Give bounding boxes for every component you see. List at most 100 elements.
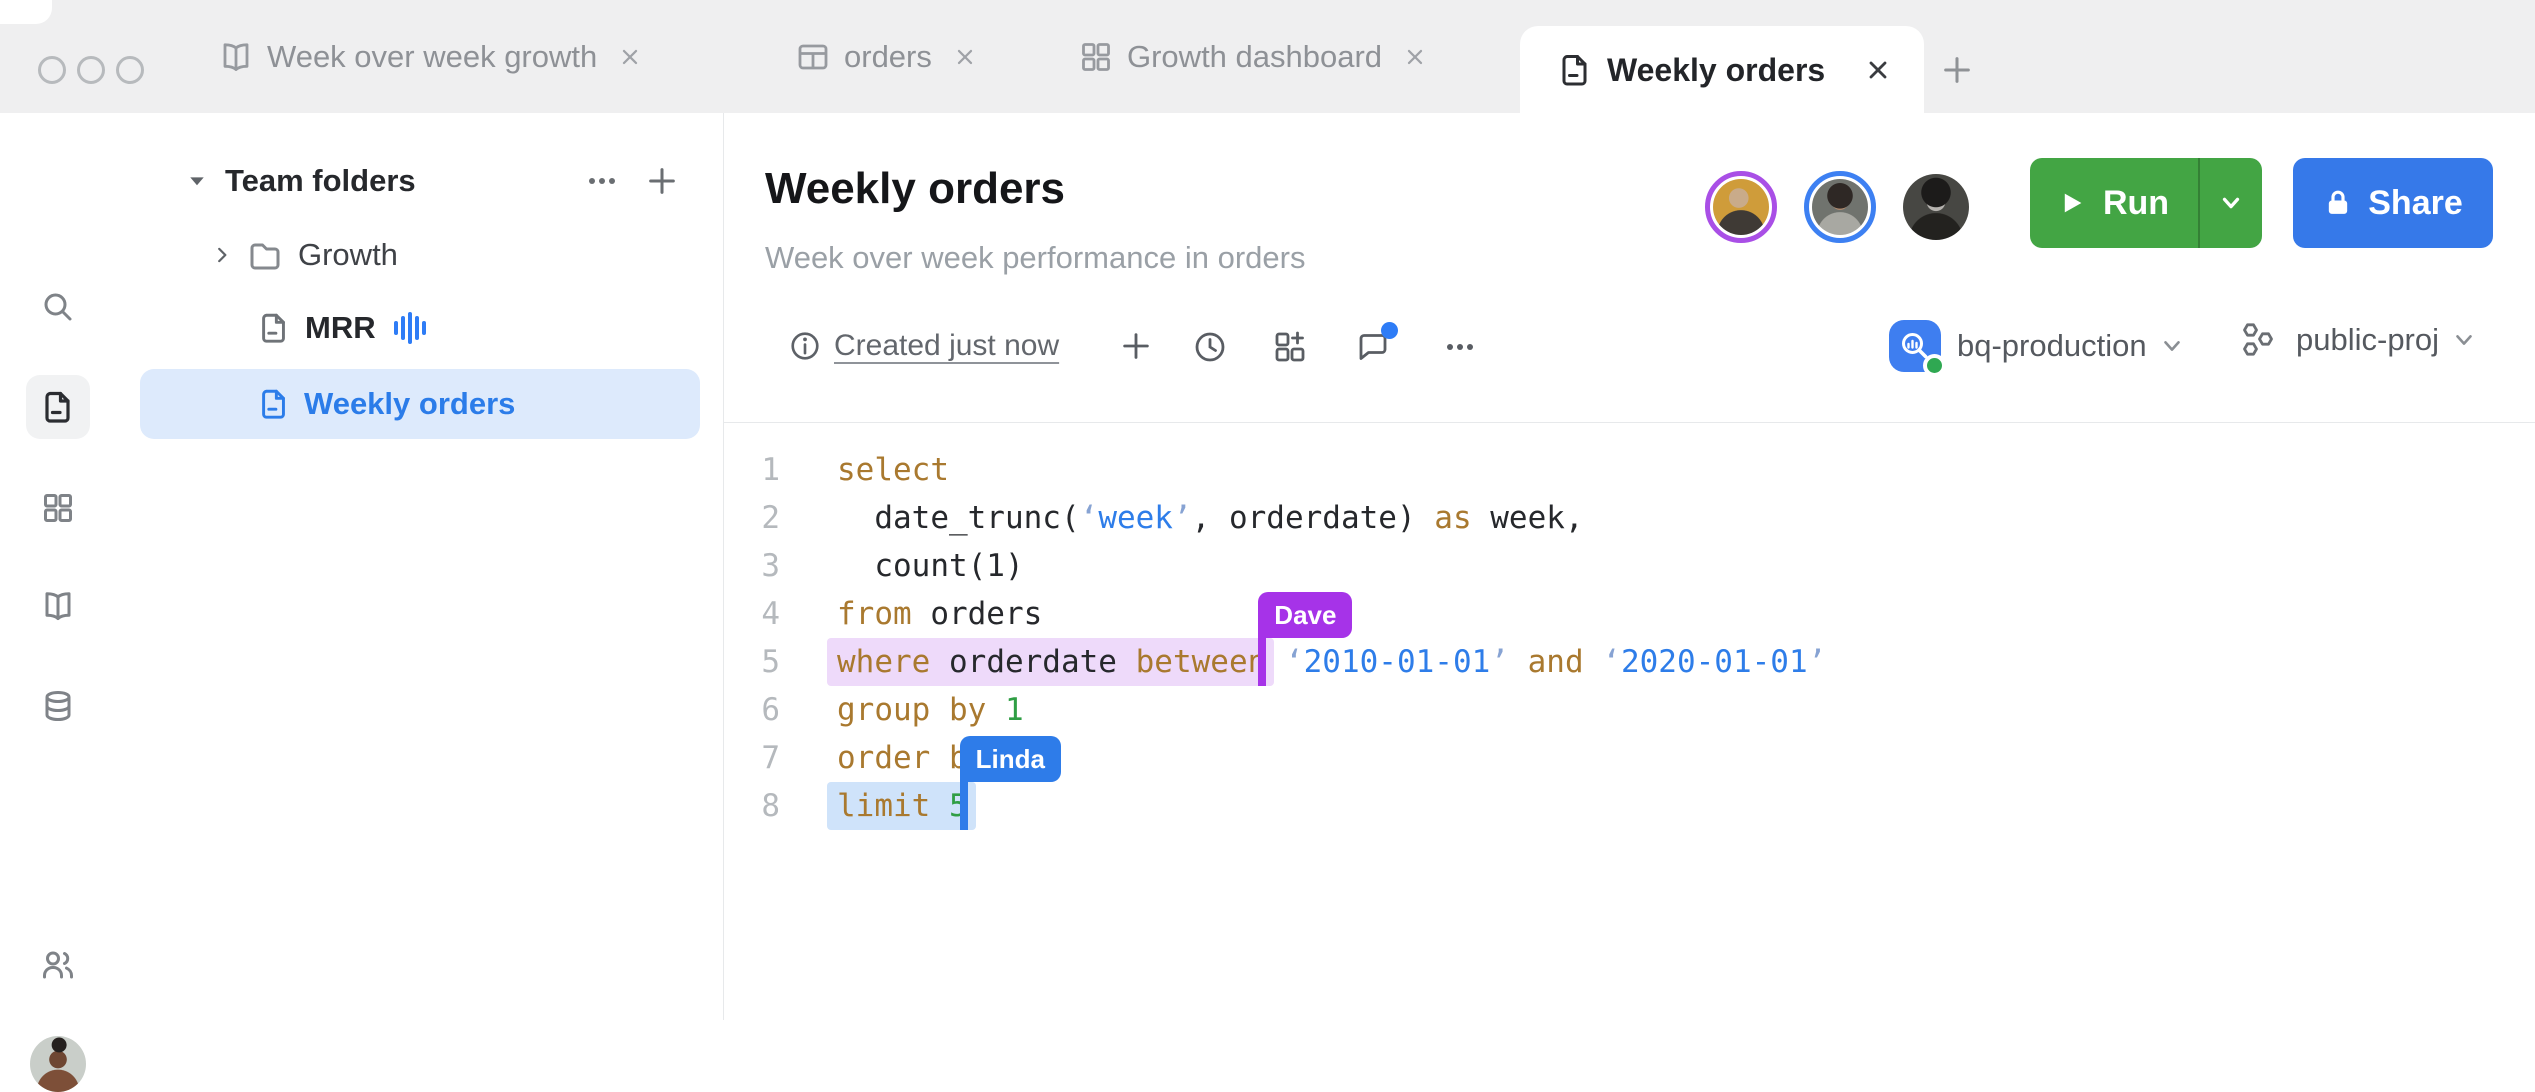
avatar-dave[interactable] [1705, 171, 1777, 243]
code-line: 3 count(1) [723, 542, 2535, 590]
code-line: 4 from orders [723, 590, 2535, 638]
window-corner-notch [0, 0, 52, 24]
add-cell-button[interactable] [1119, 329, 1153, 363]
close-icon[interactable] [618, 45, 642, 69]
toolbar-divider [724, 422, 2535, 423]
code-line: 2 date_trunc(‘week’, orderdate) as week, [723, 494, 2535, 542]
tab-orders[interactable]: orders [795, 0, 977, 113]
window-control-minimize[interactable] [77, 56, 105, 84]
tree-add-button[interactable] [645, 164, 679, 198]
chevron-down-icon [2222, 197, 2240, 209]
document-icon [45, 391, 70, 423]
warehouse-picker[interactable]: bq-production [1889, 320, 2185, 377]
tree-item-growth[interactable]: Growth [212, 229, 398, 281]
document-icon [257, 311, 291, 345]
line-number: 3 [761, 548, 780, 584]
avatar-collaborator[interactable] [1903, 174, 1969, 240]
run-split-divider [2198, 158, 2200, 248]
project-picker[interactable]: public-proj [2238, 320, 2477, 360]
selection-dave: where orderdate between [827, 638, 1275, 686]
tab-bar: Week over week growth orders Growth dash… [0, 0, 2535, 114]
plus-icon [1123, 333, 1149, 359]
dashboard-grid-icon [1078, 39, 1114, 75]
user-avatar[interactable] [30, 1036, 86, 1092]
members-people-icon[interactable] [40, 947, 76, 983]
folder-icon [247, 237, 283, 273]
info-icon [788, 329, 822, 363]
line-number: 6 [761, 692, 780, 728]
panel-divider [723, 113, 724, 1020]
window-control-maximize[interactable] [116, 56, 144, 84]
ellipsis-icon [589, 178, 615, 184]
database-icon[interactable] [40, 688, 76, 724]
window-control-close[interactable] [38, 56, 66, 84]
tab-label: orders [844, 38, 932, 74]
tree-item-label: Growth [298, 237, 398, 272]
new-tab-button[interactable] [1940, 53, 1974, 87]
collab-cursor-label-dave: Dave [1258, 592, 1353, 638]
sidebar-item-documents[interactable] [26, 375, 90, 439]
code-line: 6 group by 1 [723, 686, 2535, 734]
line-number: 7 [761, 740, 780, 776]
book-icon [218, 39, 254, 75]
tree-item-label: MRR [305, 310, 376, 345]
comments-button[interactable] [1355, 322, 1398, 365]
ellipsis-icon [1447, 344, 1473, 350]
tab-growth-dashboard[interactable]: Growth dashboard [1078, 0, 1427, 113]
tree-header-label: Team folders [225, 163, 416, 198]
bigquery-connection-icon [1889, 320, 1946, 377]
close-icon[interactable] [1403, 45, 1427, 69]
share-button[interactable]: Share [2293, 158, 2493, 248]
created-status[interactable]: Created just now [788, 329, 1059, 363]
add-to-dashboard-button[interactable] [1272, 329, 1308, 365]
line-number: 1 [761, 452, 780, 488]
connection-status-dot [1923, 354, 1946, 377]
line-number: 5 [761, 644, 780, 680]
close-icon[interactable] [1864, 56, 1892, 84]
run-button-group: Run [2030, 158, 2262, 248]
collab-cursor-label-linda: Linda [959, 736, 1062, 782]
cursor-linda: Linda [959, 736, 1062, 830]
notification-dot [1381, 322, 1398, 339]
caret-down-icon[interactable] [186, 170, 208, 192]
page-subtitle: Week over week performance in orders [765, 240, 1306, 275]
tab-label: Week over week growth [267, 38, 598, 74]
lock-icon [2329, 190, 2348, 214]
tree-item-weekly-orders-selected[interactable]: Weekly orders [140, 369, 700, 439]
tree-item-mrr[interactable]: MRR [257, 302, 430, 354]
search-icon[interactable] [40, 289, 76, 325]
close-icon[interactable] [953, 45, 977, 69]
selection-linda: limit 5 [827, 782, 976, 830]
project-hexagons-icon [2238, 320, 2278, 360]
cursor-dave: Dave [1258, 592, 1353, 686]
code-line: 1 select [723, 446, 2535, 494]
tree-more-button[interactable] [584, 163, 620, 199]
history-button[interactable] [1192, 329, 1228, 365]
avatar-linda[interactable] [1804, 171, 1876, 243]
tree-item-label: Weekly orders [304, 386, 516, 421]
sql-editor[interactable]: 1 select 2 date_trunc(‘week’, orderdate)… [723, 446, 2535, 830]
document-icon [1557, 52, 1593, 88]
tab-week-over-week-growth[interactable]: Week over week growth [218, 0, 642, 113]
library-book-icon[interactable] [40, 588, 76, 624]
run-button[interactable]: Run [2030, 158, 2198, 248]
line-number: 4 [761, 596, 780, 632]
line-number: 2 [761, 500, 780, 536]
tab-label: Weekly orders [1607, 51, 1826, 88]
window-controls[interactable] [38, 56, 144, 84]
page-title: Weekly orders [765, 164, 1066, 213]
run-options-button[interactable] [2200, 158, 2262, 248]
tab-weekly-orders-active[interactable]: Weekly orders [1520, 26, 1924, 114]
chevron-right-icon[interactable] [212, 245, 232, 265]
tree-header-team-folders[interactable]: Team folders [186, 153, 416, 209]
grid-plus-icon [1275, 331, 1305, 362]
code-line: 8 limit 5 Linda [723, 736, 2535, 830]
more-options-button[interactable] [1442, 329, 1478, 365]
run-label: Run [2102, 183, 2170, 222]
table-icon [795, 39, 831, 75]
project-name: public-proj [2296, 322, 2440, 357]
document-icon [257, 387, 291, 421]
code-line: 5 where orderdate between Dave ‘2010-01-0… [723, 592, 2535, 686]
apps-grid-icon[interactable] [40, 490, 76, 526]
line-number: 8 [761, 788, 780, 824]
